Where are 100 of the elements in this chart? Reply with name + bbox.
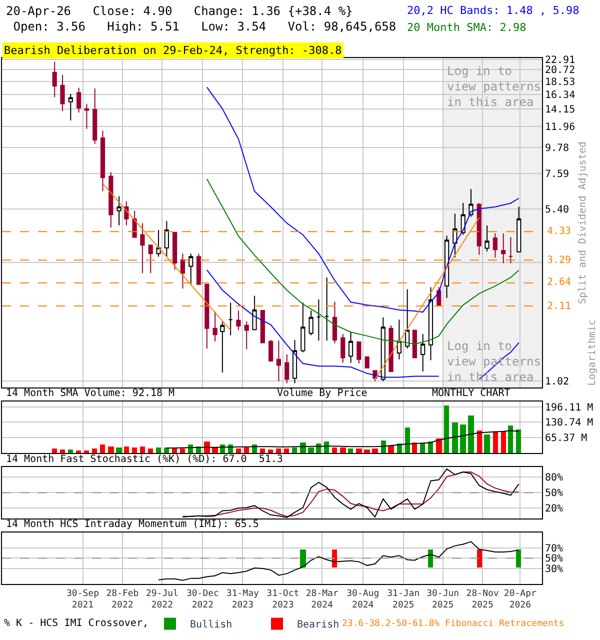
y-tick-label: 11.96	[545, 122, 576, 134]
chart-title: 20-Apr-26 Close: 4.90 Change: 1.36 {+38.4 %} Open: 3.56 High: 5.51 Low: 3.54 Vol: 98,645,658	[6, 4, 396, 34]
y-tick-label: 1.02	[545, 376, 570, 388]
candlestick	[196, 253, 202, 285]
x-tick-label: 28-Feb 2022	[106, 588, 139, 610]
candlestick	[460, 202, 466, 236]
candlestick	[268, 339, 274, 362]
bar	[108, 446, 114, 453]
candlestick	[356, 340, 362, 364]
x-tick-label: 28-Nov 2025	[466, 588, 499, 610]
y-tick-label: 65.37 M	[545, 433, 588, 444]
candlestick	[476, 202, 482, 256]
bar	[452, 422, 458, 453]
candlestick	[276, 340, 282, 382]
ref-line-label: 2.11	[547, 301, 572, 312]
bar	[388, 445, 394, 453]
text: Logarithmic	[587, 320, 598, 386]
bar	[460, 424, 466, 453]
chart-title: 14 Month Fast Stochastic (%K) (%D): 67.0 51.3	[6, 454, 283, 465]
y-tick-label: 5.40	[545, 204, 570, 216]
ref-line-label: 2.64	[547, 277, 572, 288]
bar	[116, 447, 122, 453]
candlestick	[172, 232, 178, 270]
y-tick-label: 30%	[545, 564, 564, 576]
bar	[52, 448, 57, 453]
bar	[68, 449, 73, 453]
candlestick	[252, 295, 257, 331]
candlestick	[84, 103, 89, 130]
candlestick	[60, 74, 65, 112]
candlestick	[405, 288, 410, 349]
y-tick-label: 130.74 M	[545, 418, 594, 429]
candlestick	[220, 321, 225, 373]
candlestick	[204, 284, 210, 349]
line-series	[166, 430, 520, 449]
candlestick	[428, 286, 434, 361]
bar	[268, 449, 273, 453]
x-tick-label: 20-Apr 2026	[504, 588, 538, 610]
candlestick	[260, 310, 265, 344]
y-tick-label: 20%	[545, 504, 564, 515]
candlestick	[388, 324, 394, 372]
chart-title: 14 Month SMA Volume: 92.18 M	[6, 388, 175, 399]
candlestick	[412, 330, 417, 358]
candlestick	[501, 232, 506, 264]
bar	[356, 448, 362, 453]
x-tick-label: 30-Aug 2024	[346, 588, 380, 610]
bar	[348, 448, 353, 453]
candlestick	[92, 88, 98, 145]
bar	[468, 415, 474, 453]
chart-subtitle: Bearish Deliberation on 29-Feb-24, Strength: -308.8	[4, 44, 342, 57]
bar	[204, 441, 210, 453]
bar	[428, 441, 433, 453]
candlestick	[324, 277, 330, 342]
bar	[405, 427, 410, 453]
bar	[501, 431, 506, 453]
candlestick	[492, 232, 498, 258]
candlestick	[164, 220, 169, 258]
candlestick	[484, 224, 490, 252]
y-axis-title: Split and Dividend Adjusted	[578, 141, 589, 304]
candlestick	[212, 311, 218, 342]
y-tick-label: 7.59	[545, 169, 570, 180]
legend-label: Bearish	[297, 620, 340, 631]
bar	[484, 434, 490, 453]
candlestick	[244, 320, 249, 350]
text: MONTHLY CHART	[432, 388, 510, 399]
y-tick-label: 70%	[545, 543, 564, 554]
candlestick	[340, 334, 346, 364]
x-tick-label: 31-May 2023	[226, 588, 260, 610]
legend-label: Bullish	[190, 620, 232, 631]
bar	[260, 448, 265, 453]
bar	[84, 450, 89, 453]
candlestick	[308, 310, 314, 336]
y-tick-label: 80%	[545, 472, 564, 484]
y-tick-label: 20.72	[545, 65, 576, 76]
ref-line-label: 3.29	[547, 255, 572, 266]
candlestick	[236, 310, 241, 331]
bar	[308, 447, 314, 453]
bar	[60, 449, 65, 453]
candlestick	[52, 61, 57, 98]
y-tick-label: 18.53	[545, 76, 576, 88]
bar	[124, 446, 129, 453]
text: 23.6-38.2-50-61.8% Fibonacci Retracements	[342, 619, 564, 629]
candlestick	[140, 222, 145, 274]
candlestick	[516, 206, 522, 253]
x-tick-label: 31-Oct 2023	[266, 588, 300, 610]
text: % K - HCS IMI Crossover,	[4, 618, 148, 629]
ref-line-label: 4.33	[547, 226, 572, 237]
bar	[412, 442, 417, 453]
y-tick-label: 50%	[545, 488, 564, 500]
bar	[156, 447, 161, 453]
bar	[493, 431, 498, 453]
bar	[292, 447, 297, 453]
y-tick-label: 22.91	[545, 54, 576, 66]
text: 20 Month SMA: 2.98	[407, 21, 526, 34]
candlestick	[148, 244, 153, 274]
bar	[236, 448, 241, 453]
candlestick	[228, 302, 233, 336]
y-tick-label: 9.78	[545, 142, 570, 154]
candlestick	[156, 230, 161, 258]
candlestick	[284, 354, 290, 384]
bar	[140, 446, 145, 453]
